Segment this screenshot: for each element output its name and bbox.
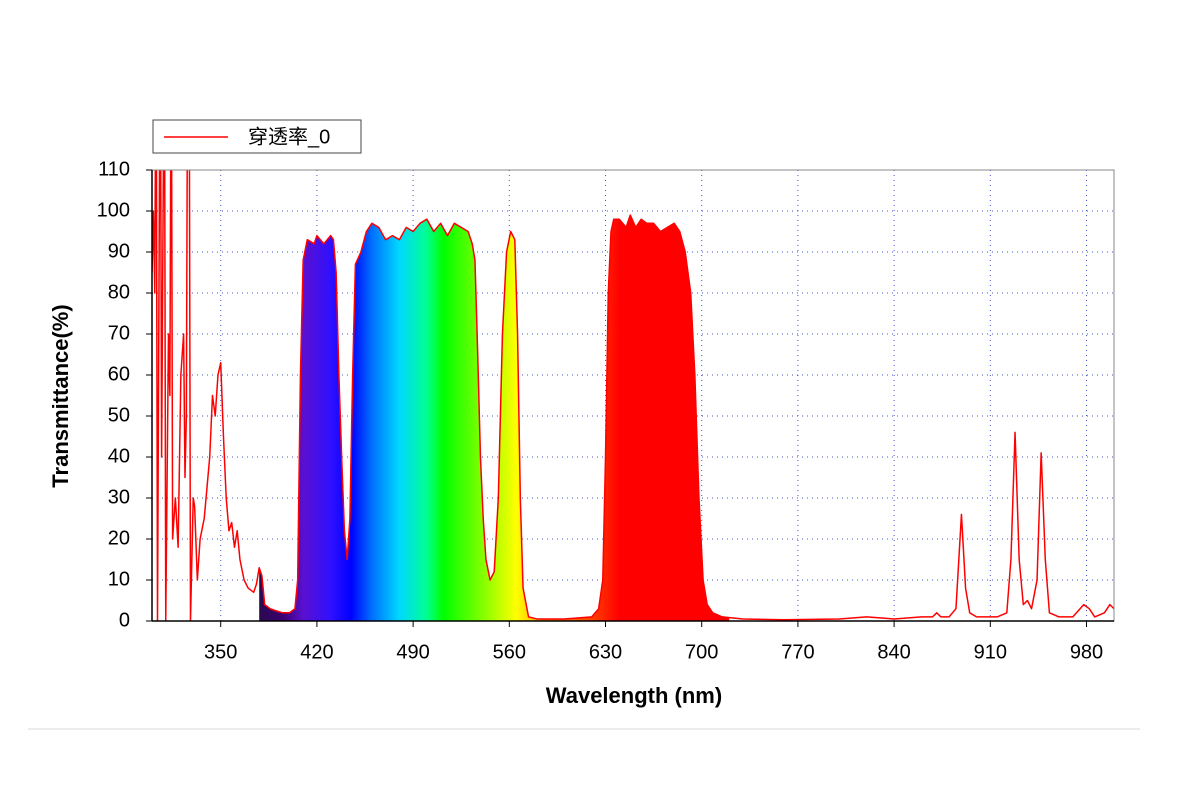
x-tick-label: 840 — [877, 641, 910, 663]
spectrum-fill — [259, 215, 730, 621]
y-tick-label: 80 — [108, 281, 130, 303]
y-tick-label: 110 — [98, 158, 130, 180]
y-tick-label: 60 — [108, 363, 130, 385]
y-tick-label: 50 — [108, 404, 130, 426]
legend-label: 穿透率_0 — [248, 125, 330, 148]
series-line — [152, 170, 1114, 621]
y-tick-label: 90 — [108, 240, 130, 262]
x-tick-label: 630 — [589, 641, 622, 663]
x-tick-label: 980 — [1070, 641, 1103, 663]
y-tick-label: 20 — [108, 527, 130, 549]
x-tick-label: 560 — [493, 641, 526, 663]
x-tick-label: 700 — [685, 641, 718, 663]
y-tick-label: 0 — [119, 609, 130, 631]
x-tick-label: 490 — [396, 641, 429, 663]
y-tick-label: 40 — [108, 445, 130, 467]
spectrum-fill-group — [259, 215, 730, 621]
x-axis-title: Wavelength (nm) — [546, 683, 722, 708]
y-tick-label: 70 — [108, 322, 130, 344]
x-tick-label: 770 — [781, 641, 814, 663]
y-axis-title: Transmittance(%) — [48, 304, 73, 487]
x-tick-label: 910 — [974, 641, 1007, 663]
x-tick-label: 420 — [300, 641, 333, 663]
legend: 穿透率_0 — [152, 119, 362, 154]
y-tick-label: 100 — [97, 199, 130, 221]
y-tick-label: 30 — [108, 486, 130, 508]
x-tick-label: 350 — [204, 641, 237, 663]
y-tick-label: 10 — [108, 568, 130, 590]
